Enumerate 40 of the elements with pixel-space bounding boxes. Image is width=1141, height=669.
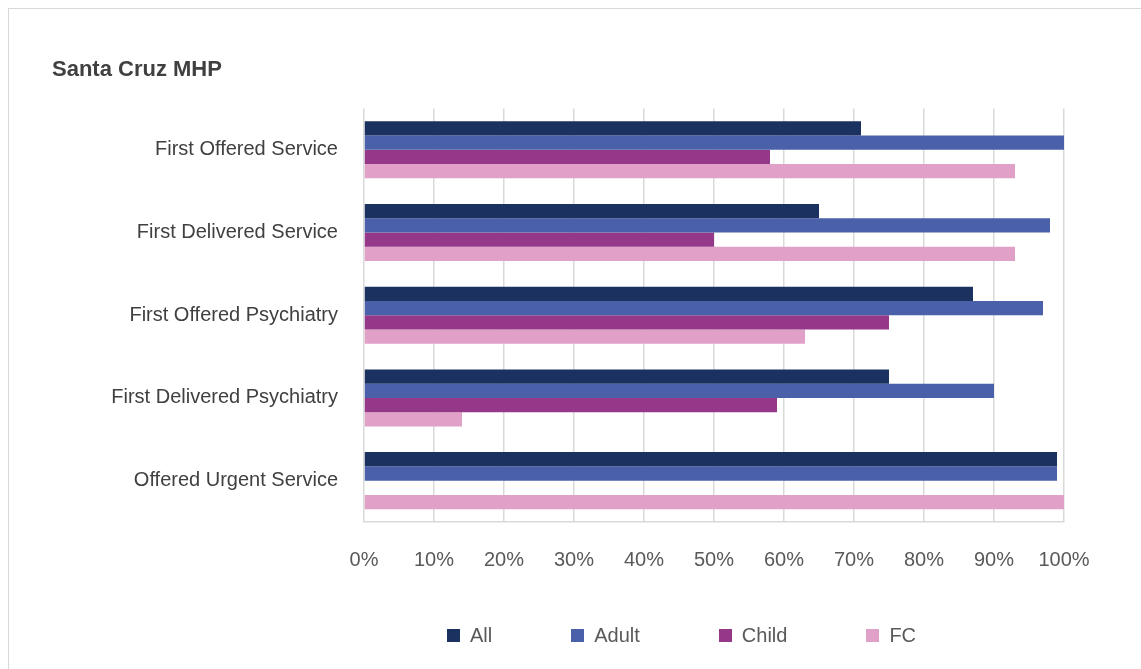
legend-label: Adult bbox=[594, 623, 640, 647]
bar bbox=[364, 383, 994, 398]
bar bbox=[364, 164, 1015, 179]
bar bbox=[364, 329, 805, 344]
bar bbox=[364, 494, 1064, 510]
bar bbox=[364, 149, 770, 165]
x-tick-label: 40% bbox=[623, 547, 665, 570]
bar bbox=[364, 397, 777, 413]
y-tick-label: First Offered Service bbox=[154, 137, 338, 160]
x-tick-label: 80% bbox=[903, 547, 945, 570]
y-tick-label: Offered Urgent Service bbox=[133, 468, 338, 491]
bar bbox=[364, 246, 1015, 262]
y-tick-label: First Delivered Psychiatry bbox=[111, 385, 338, 408]
x-tick-label: 50% bbox=[693, 547, 735, 570]
y-tick-label: First Delivered Service bbox=[136, 220, 338, 242]
bar bbox=[364, 452, 1057, 467]
x-tick-label: 60% bbox=[763, 547, 805, 570]
x-tick-label: 90% bbox=[973, 547, 1015, 570]
bar bbox=[364, 315, 889, 330]
x-tick-label: 70% bbox=[833, 547, 875, 570]
legend-label: Child bbox=[741, 623, 788, 647]
bar bbox=[364, 121, 861, 136]
bar bbox=[364, 203, 819, 219]
bar bbox=[364, 218, 1050, 233]
x-tick-label: 0% bbox=[349, 547, 379, 570]
text: Santa Cruz MHP bbox=[52, 56, 222, 82]
legend-label: All bbox=[470, 623, 493, 647]
y-tick-label: First Offered Psychiatry bbox=[129, 302, 338, 325]
bar bbox=[364, 300, 1043, 316]
bar bbox=[364, 135, 1064, 150]
bar bbox=[364, 286, 973, 301]
x-tick-label: 100% bbox=[1038, 547, 1090, 570]
bar bbox=[364, 369, 889, 384]
bar bbox=[364, 412, 462, 427]
legend-label: FC bbox=[889, 623, 917, 647]
x-tick-label: 20% bbox=[483, 547, 525, 570]
x-tick-label: 10% bbox=[413, 547, 455, 570]
x-tick-label: 30% bbox=[553, 547, 595, 570]
bar bbox=[364, 232, 714, 247]
bar bbox=[364, 466, 1057, 481]
